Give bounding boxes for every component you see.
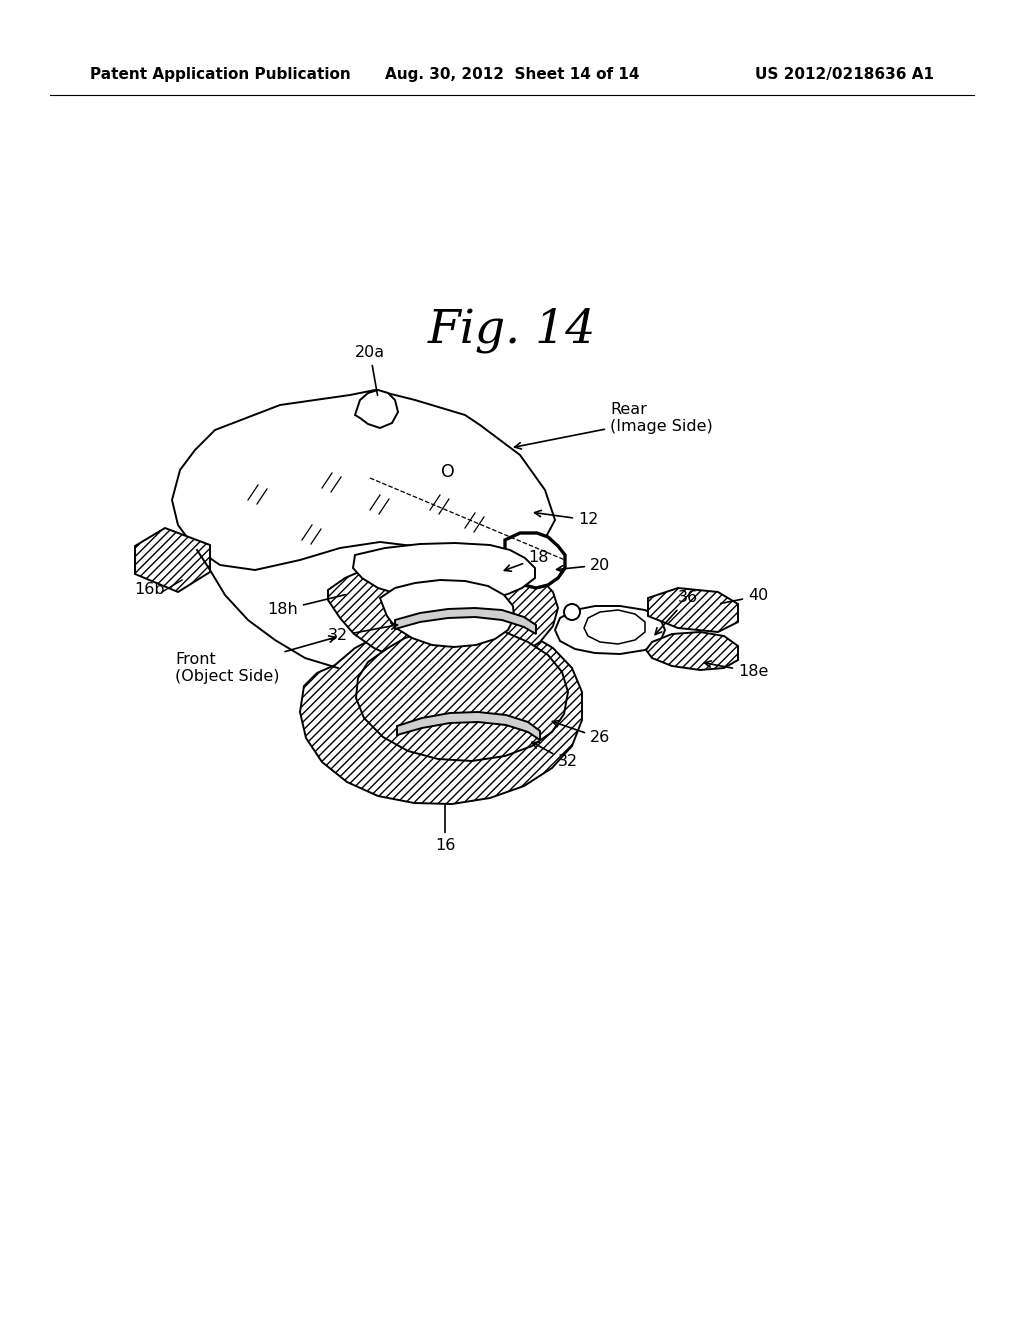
Polygon shape: [380, 579, 514, 647]
Text: US 2012/0218636 A1: US 2012/0218636 A1: [755, 67, 934, 82]
Polygon shape: [135, 528, 210, 591]
Polygon shape: [395, 609, 536, 634]
Polygon shape: [397, 711, 540, 741]
Text: Aug. 30, 2012  Sheet 14 of 14: Aug. 30, 2012 Sheet 14 of 14: [385, 67, 639, 82]
Text: Patent Application Publication: Patent Application Publication: [90, 67, 351, 82]
Text: 12: 12: [535, 511, 598, 528]
Polygon shape: [172, 389, 555, 570]
Polygon shape: [648, 587, 738, 632]
Circle shape: [564, 605, 580, 620]
Text: Fig. 14: Fig. 14: [428, 308, 596, 352]
Text: 32: 32: [328, 623, 397, 644]
Text: 32: 32: [532, 742, 579, 770]
Text: 18e: 18e: [705, 661, 768, 680]
Polygon shape: [584, 610, 645, 644]
Text: 16: 16: [435, 805, 456, 853]
Text: Rear
(Image Side): Rear (Image Side): [514, 401, 713, 449]
Text: 20a: 20a: [355, 345, 385, 395]
Text: 18h: 18h: [267, 595, 345, 618]
Text: 20: 20: [557, 557, 610, 573]
Polygon shape: [328, 554, 558, 668]
Text: 16b: 16b: [135, 582, 165, 598]
Polygon shape: [646, 632, 738, 671]
Text: O: O: [441, 463, 455, 480]
Polygon shape: [555, 606, 665, 653]
Polygon shape: [353, 543, 535, 601]
Text: 18: 18: [505, 550, 549, 572]
Polygon shape: [505, 533, 565, 587]
Text: 26: 26: [552, 721, 610, 746]
Polygon shape: [356, 628, 568, 762]
Polygon shape: [300, 620, 582, 804]
Text: Front
(Object Side): Front (Object Side): [175, 636, 336, 684]
Text: 40: 40: [721, 589, 768, 603]
Polygon shape: [355, 389, 398, 428]
Text: 36: 36: [655, 590, 698, 635]
